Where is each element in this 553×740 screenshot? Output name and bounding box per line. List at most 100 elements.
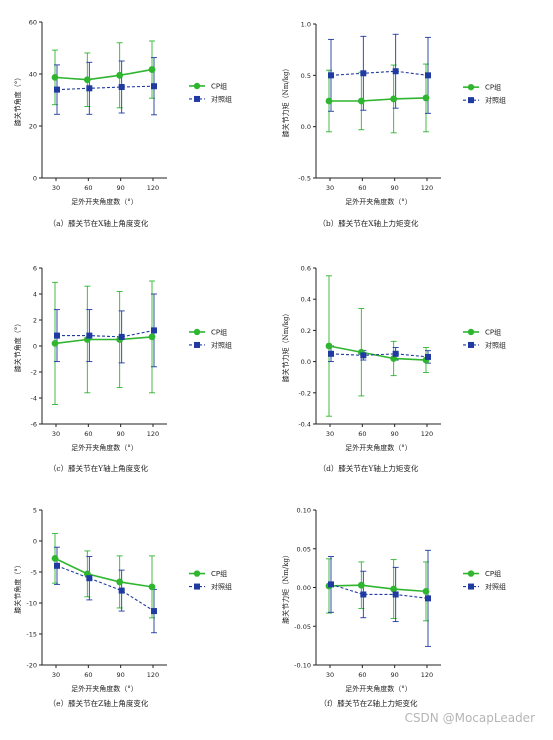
y-tick-label: -0.2 — [298, 389, 311, 397]
chart-panel-5: -20 -15 -10 -5 0 5 30 60 90 120 足外开夹角度数（°） 膝关节角度（°）… — [10, 500, 277, 740]
legend-item-control: 对照组 — [189, 582, 232, 591]
x-axis-label: 足外开夹角度数（°） — [345, 684, 412, 693]
x-tick-label: 30 — [326, 671, 334, 679]
legend-item-control: 对照组 — [189, 94, 232, 103]
data-point-control — [54, 562, 60, 569]
y-tick-label: 2 — [33, 317, 37, 325]
series-line-control — [56, 85, 155, 91]
data-point-cp — [148, 333, 156, 341]
y-tick-label: 0 — [33, 538, 37, 546]
svg-text:CP组: CP组 — [211, 569, 227, 578]
legend-item-control: 对照组 — [189, 340, 232, 349]
y-axis-label: 膝关节角度（°） — [13, 561, 22, 614]
data-point-control — [425, 353, 431, 360]
x-axis-label: 足外开夹角度数（°） — [345, 197, 412, 206]
chart-caption: （b）膝关节在X轴上力矩变化 — [318, 219, 419, 228]
chart-svg-2: -0.5 0.0 0.5 1.0 30 60 90 120 足外开夹角度数（°） 膝关节力矩（Nm… — [281, 21, 506, 207]
y-tick-label: 0.2 — [301, 327, 311, 335]
series-line-cp — [328, 345, 427, 361]
y-tick-label: 0.6 — [301, 265, 311, 273]
svg-text:对照组: 对照组 — [485, 582, 506, 591]
y-tick-label: -0.4 — [298, 421, 311, 429]
y-tick-label: -5 — [31, 569, 37, 577]
svg-text:CP组: CP组 — [485, 83, 501, 92]
svg-text:对照组: 对照组 — [485, 340, 506, 349]
x-tick-label: 60 — [84, 430, 92, 438]
x-tick-label: 60 — [358, 184, 366, 192]
data-point-control — [118, 333, 125, 340]
data-point-control — [392, 68, 399, 75]
x-tick-label: 60 — [358, 430, 366, 438]
svg-text:CP组: CP组 — [485, 569, 501, 578]
chart-caption: （d）膝关节在Y轴上力矩变化 — [318, 464, 419, 473]
x-tick-label: 120 — [147, 671, 159, 679]
series-line-control — [57, 329, 155, 338]
data-point-control — [392, 591, 399, 598]
x-tick-label: 90 — [117, 430, 125, 438]
y-tick-label: -0.5 — [298, 175, 311, 183]
svg-text:对照组: 对照组 — [211, 340, 232, 349]
y-tick-label: -20 — [26, 662, 37, 670]
y-tick-label: 0 — [33, 343, 37, 351]
data-point-cp — [357, 97, 365, 105]
x-tick-label: 90 — [391, 671, 399, 679]
data-point-control — [328, 350, 334, 357]
x-axis-label: 足外开夹角度数（°） — [71, 197, 138, 206]
chart-panel-4: -0.4 -0.2 0.0 0.2 0.4 0.6 30 60 90 120 足外开夹角度数（°） 膝… — [276, 258, 543, 498]
data-point-control — [118, 84, 125, 90]
svg-text:对照组: 对照组 — [485, 96, 506, 105]
data-point-control — [54, 332, 60, 339]
y-tick-label: 0.4 — [301, 296, 311, 304]
data-point-cp — [116, 71, 124, 79]
y-tick-label: 6 — [33, 265, 37, 273]
x-tick-label: 30 — [52, 671, 60, 679]
y-axis-label: 膝关节力矩（Nm/kg） — [281, 310, 290, 383]
x-tick-label: 60 — [358, 671, 366, 679]
data-point-control — [360, 70, 367, 77]
chart-caption: （e）膝关节在Z轴上角度变化 — [48, 699, 149, 708]
chart-svg-3: -6 -4 -2 0 2 4 6 30 60 90 120 足外开夹角度数（°） 膝关节角度（°） CP组… — [13, 265, 232, 453]
data-point-control — [86, 332, 93, 339]
data-point-control — [328, 72, 334, 79]
legend-item-cp: CP组 — [189, 327, 227, 336]
series-line-cp — [54, 68, 153, 81]
y-tick-label: -0.05 — [294, 623, 311, 631]
svg-text:CP组: CP组 — [211, 81, 227, 90]
chart-caption: （c）膝关节在Y轴上角度变化 — [48, 464, 149, 473]
legend-item-control: 对照组 — [463, 96, 506, 105]
y-axis-label: 膝关节力矩（Nm/kg） — [281, 65, 290, 138]
y-tick-label: 60 — [29, 19, 37, 27]
chart-caption: （a）膝关节在X轴上角度变化 — [48, 219, 149, 228]
y-tick-label: 0.10 — [297, 507, 311, 515]
y-tick-label: 0.00 — [297, 584, 311, 592]
data-point-cp — [325, 97, 333, 105]
x-tick-label: 60 — [84, 671, 92, 679]
chart-svg-4: -0.4 -0.2 0.0 0.2 0.4 0.6 30 60 90 120 足外开夹角度数（°） 膝… — [281, 265, 506, 453]
data-point-control — [151, 83, 157, 90]
x-tick-label: 90 — [391, 184, 399, 192]
x-tick-label: 120 — [147, 184, 159, 192]
data-point-cp — [51, 554, 59, 562]
x-tick-label: 90 — [117, 184, 125, 192]
watermark: CSDN @MocapLeader — [404, 711, 535, 725]
data-point-cp — [116, 578, 124, 586]
data-point-control — [118, 587, 125, 594]
x-axis-label: 足外开夹角度数（°） — [345, 443, 412, 452]
x-axis-label: 足外开夹角度数（°） — [71, 684, 138, 693]
data-point-control — [151, 608, 157, 615]
y-tick-label: -0.10 — [294, 662, 311, 670]
y-tick-label: 1.0 — [301, 21, 311, 29]
x-tick-label: 90 — [117, 671, 125, 679]
y-tick-label: 5 — [33, 507, 37, 515]
x-tick-label: 120 — [421, 430, 433, 438]
chart-panel-1: 0 20 40 60 30 60 90 120 足外开夹角度数（°） 膝关节角度（°） CP组 对照组… — [10, 10, 277, 250]
legend-item-cp: CP组 — [463, 83, 501, 92]
data-point-control — [86, 85, 93, 92]
data-point-cp — [51, 73, 59, 81]
x-tick-label: 120 — [421, 671, 433, 679]
x-tick-label: 30 — [52, 430, 60, 438]
svg-text:对照组: 对照组 — [211, 582, 232, 591]
data-point-control — [151, 327, 157, 334]
